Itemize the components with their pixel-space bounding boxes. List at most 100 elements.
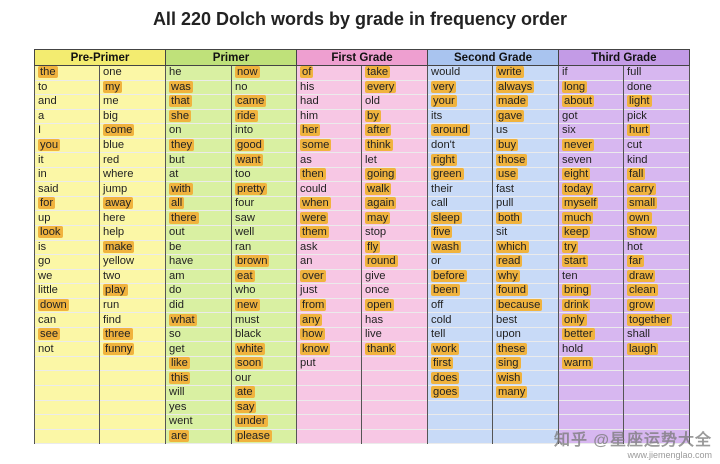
- dolch-word: better: [562, 328, 595, 341]
- word-cell: do: [165, 283, 232, 299]
- word-cell: said: [34, 181, 100, 197]
- word-cell: want: [231, 152, 297, 168]
- word-cell: [427, 429, 493, 445]
- word-cell: where: [99, 167, 166, 183]
- word-cell: which: [492, 240, 559, 256]
- dolch-word: about: [562, 95, 594, 108]
- dolch-word: six: [562, 124, 576, 137]
- word-cell: I: [34, 123, 100, 139]
- word-cell: pick: [623, 109, 690, 125]
- dolch-word: think: [365, 139, 393, 151]
- word-cell: found: [492, 283, 559, 299]
- word-cell: what: [165, 312, 232, 328]
- word-cell: blue: [99, 138, 166, 154]
- word-cell: when: [296, 196, 362, 212]
- dolch-word: out: [169, 226, 185, 239]
- word-cell: may: [361, 210, 428, 227]
- word-cell: away: [99, 196, 166, 212]
- word-row: not funny get white know thank work these hold la…: [34, 341, 690, 357]
- word-cell: saw: [231, 210, 297, 227]
- dolch-word: that: [169, 95, 192, 108]
- dolch-word: a: [38, 109, 45, 122]
- word-cell: eight: [558, 167, 624, 183]
- word-cell: well: [231, 225, 297, 241]
- word-cell: [361, 370, 428, 387]
- word-cell: that: [165, 94, 232, 110]
- word-row: this our does wish: [34, 370, 690, 387]
- dolch-word: has: [365, 313, 384, 326]
- watermark-url: www.jiemenglao.com: [627, 450, 712, 460]
- word-cell: these: [492, 341, 559, 357]
- word-cell: [34, 429, 100, 445]
- page-title: All 220 Dolch words by grade in frequenc…: [152, 9, 568, 29]
- word-row: will ate goes many: [34, 385, 690, 401]
- word-cell: seven: [558, 152, 624, 168]
- word-row: down run did new from open off because drink grow: [34, 298, 690, 314]
- word-cell: [623, 429, 690, 445]
- word-cell: before: [427, 269, 493, 285]
- dolch-word: all: [169, 197, 185, 210]
- dolch-word: read: [496, 255, 523, 268]
- dolch-word: and: [38, 95, 57, 108]
- dolch-word: first: [431, 357, 454, 370]
- dolch-word: then: [300, 168, 326, 181]
- word-cell: [558, 385, 624, 401]
- dolch-word: let: [365, 153, 377, 166]
- dolch-word: far: [627, 255, 645, 268]
- word-cell: am: [165, 269, 232, 285]
- word-cell: under: [231, 414, 297, 430]
- word-cell: fall: [623, 167, 690, 183]
- dolch-word: had: [300, 95, 319, 108]
- word-cell: was: [165, 80, 232, 96]
- word-cell: [492, 414, 559, 430]
- word-cell: jump: [99, 181, 166, 197]
- word-cell: hold: [558, 341, 624, 357]
- dolch-word: sit: [496, 226, 508, 239]
- word-cell: [361, 429, 428, 445]
- dolch-word: off: [431, 299, 444, 312]
- word-cell: far: [623, 254, 690, 270]
- dolch-word: light: [627, 95, 652, 108]
- word-cell: will: [165, 385, 232, 401]
- dolch-word: take: [365, 66, 391, 79]
- word-cell: always: [492, 80, 559, 96]
- word-cell: [361, 356, 428, 372]
- dolch-word: funny: [103, 342, 135, 355]
- word-cell: big: [99, 109, 166, 125]
- word-cell: [558, 370, 624, 387]
- dolch-word: their: [431, 182, 453, 195]
- word-cell: four: [231, 196, 297, 212]
- word-cell: for: [34, 196, 100, 212]
- word-cell: [492, 400, 559, 416]
- word-cell: all: [165, 196, 232, 212]
- word-cell: [99, 429, 166, 445]
- word-cell: would: [427, 65, 493, 81]
- word-cell: never: [558, 138, 624, 154]
- word-cell: two: [99, 269, 166, 285]
- dolch-word: its: [431, 109, 443, 122]
- word-cell: live: [361, 327, 428, 343]
- dolch-word: only: [562, 313, 587, 326]
- word-cell: give: [361, 269, 428, 285]
- dolch-word: to: [38, 80, 48, 93]
- dolch-word: goes: [431, 386, 460, 399]
- word-cell: [296, 400, 362, 416]
- dolch-word: with: [169, 182, 193, 195]
- word-cell: me: [99, 94, 166, 110]
- dolch-words-table: Pre-Primer Primer First Grade Second Gra…: [34, 49, 690, 445]
- word-cell: small: [623, 196, 690, 212]
- word-cell: at: [165, 167, 232, 183]
- dolch-word: they: [169, 139, 195, 151]
- word-cell: he: [165, 65, 232, 81]
- dolch-word: come: [103, 124, 135, 137]
- dolch-word: under: [235, 415, 268, 428]
- word-cell: my: [99, 80, 166, 96]
- dolch-word: open: [365, 299, 394, 312]
- word-cell: open: [361, 298, 428, 314]
- word-cell: cold: [427, 312, 493, 328]
- dolch-word: been: [431, 284, 460, 297]
- word-cell: around: [427, 123, 493, 139]
- dolch-word: make: [103, 240, 135, 253]
- word-cell: right: [427, 152, 493, 168]
- dolch-word: wish: [496, 371, 523, 384]
